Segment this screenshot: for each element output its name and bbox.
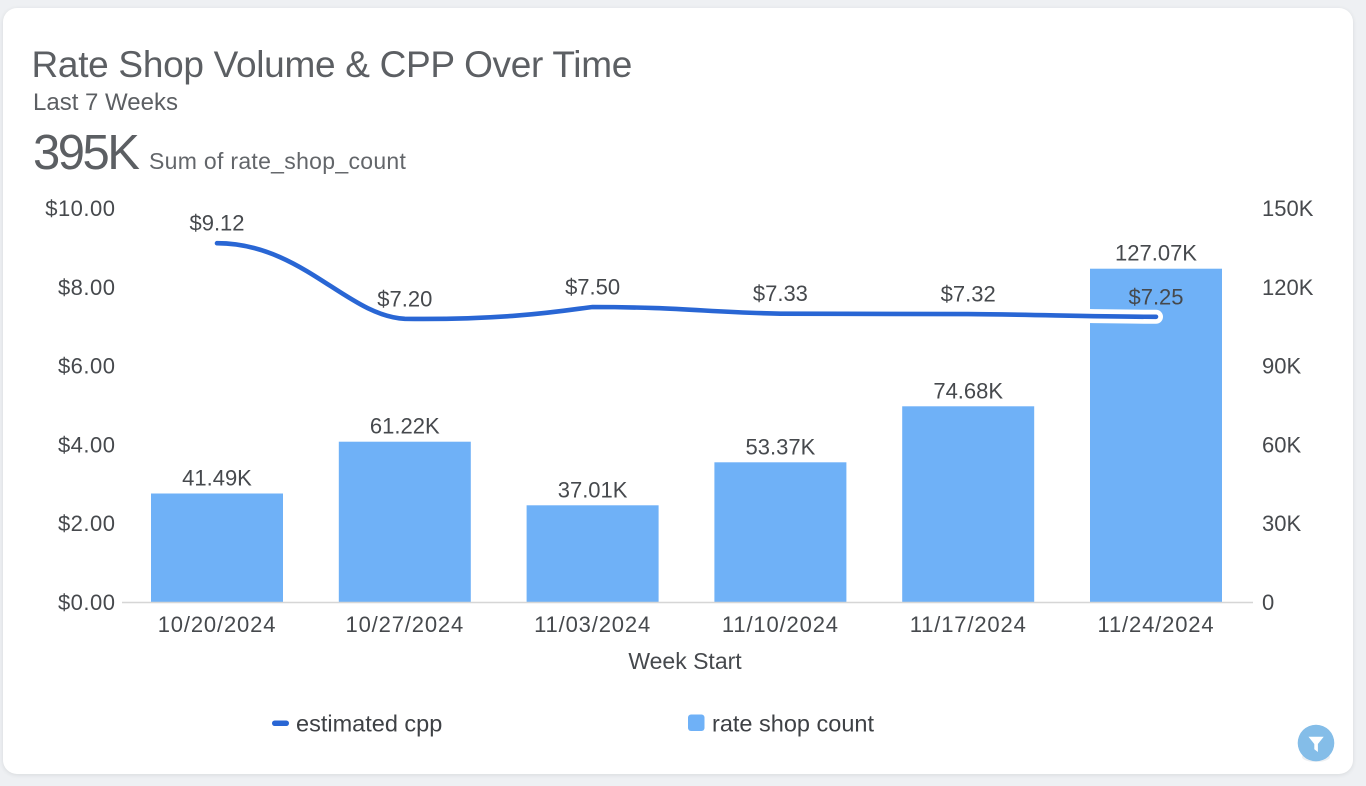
svg-text:$4.00: $4.00 <box>58 432 116 457</box>
svg-text:$7.25: $7.25 <box>1128 284 1183 309</box>
svg-text:127.07K: 127.07K <box>1115 241 1197 266</box>
svg-text:11/24/2024: 11/24/2024 <box>1098 612 1215 637</box>
svg-text:$6.00: $6.00 <box>58 354 116 379</box>
svg-text:$7.50: $7.50 <box>565 275 620 300</box>
svg-text:rate shop count: rate shop count <box>712 711 874 737</box>
svg-text:150K: 150K <box>1262 196 1314 221</box>
svg-text:$7.20: $7.20 <box>377 286 432 311</box>
svg-text:Week Start: Week Start <box>628 648 742 674</box>
svg-text:$0.00: $0.00 <box>58 590 116 615</box>
svg-text:11/10/2024: 11/10/2024 <box>722 612 839 637</box>
svg-text:90K: 90K <box>1262 354 1301 379</box>
svg-text:61.22K: 61.22K <box>370 414 440 439</box>
svg-text:74.68K: 74.68K <box>933 378 1003 403</box>
svg-text:$7.32: $7.32 <box>941 282 996 307</box>
svg-text:120K: 120K <box>1262 275 1314 300</box>
svg-text:10/20/2024: 10/20/2024 <box>158 612 277 637</box>
svg-text:53.37K: 53.37K <box>746 434 816 459</box>
svg-text:$8.00: $8.00 <box>58 275 116 300</box>
svg-text:10/27/2024: 10/27/2024 <box>345 612 464 637</box>
svg-text:$9.12: $9.12 <box>189 211 244 236</box>
svg-text:0: 0 <box>1262 590 1274 615</box>
svg-text:30K: 30K <box>1262 511 1301 536</box>
svg-text:37.01K: 37.01K <box>558 477 628 502</box>
svg-text:11/03/2024: 11/03/2024 <box>534 612 651 637</box>
svg-text:11/17/2024: 11/17/2024 <box>910 612 1027 637</box>
svg-text:$10.00: $10.00 <box>45 196 115 221</box>
svg-text:60K: 60K <box>1262 432 1301 457</box>
svg-text:$2.00: $2.00 <box>58 511 116 536</box>
svg-text:41.49K: 41.49K <box>182 466 252 491</box>
svg-text:estimated cpp: estimated cpp <box>296 711 442 737</box>
svg-text:$7.33: $7.33 <box>753 281 808 306</box>
